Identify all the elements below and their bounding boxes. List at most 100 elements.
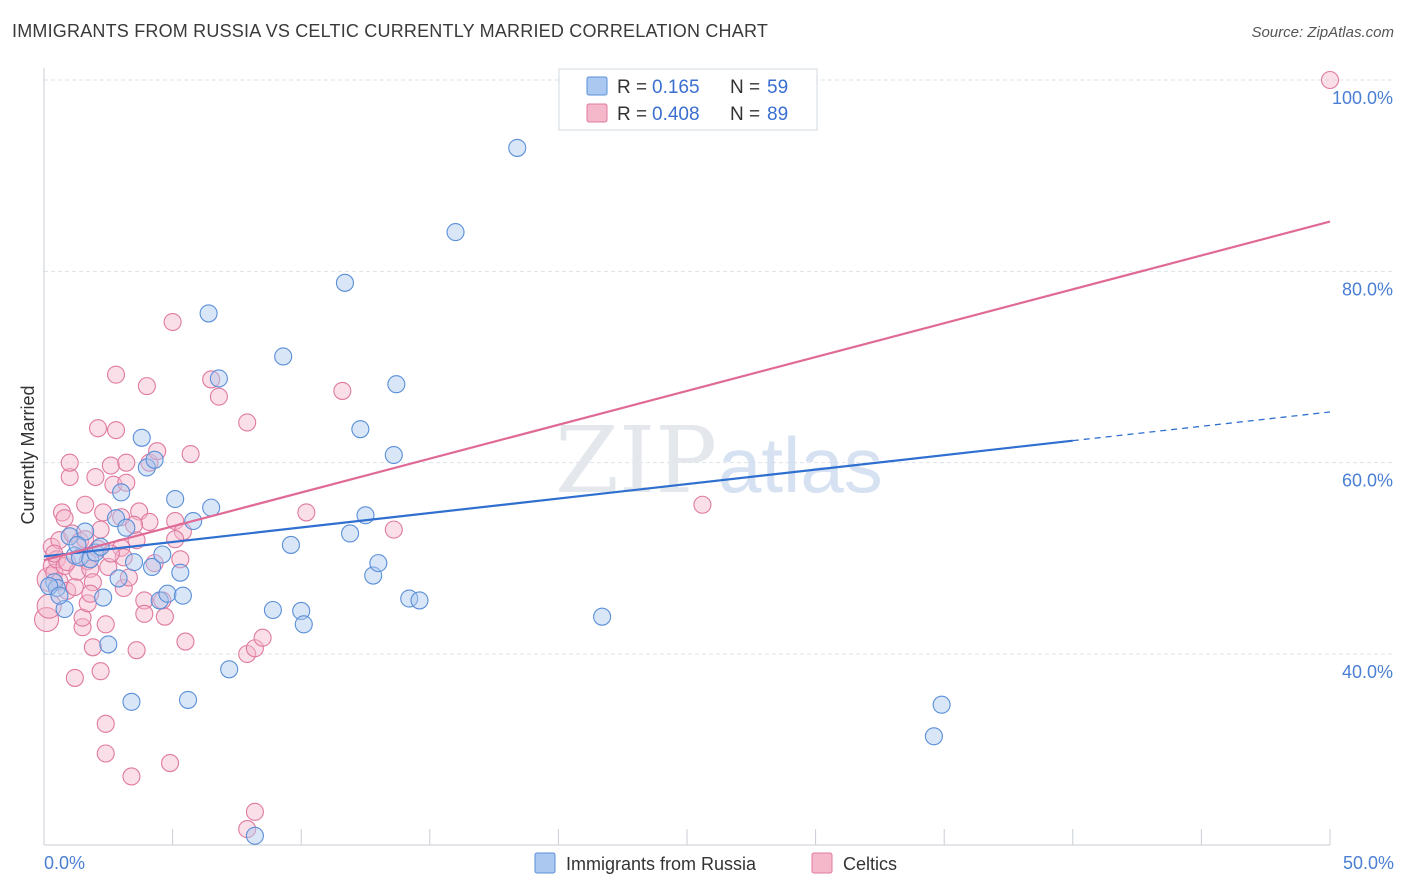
russia-point bbox=[924, 727, 943, 746]
celtics-point bbox=[166, 530, 185, 549]
chart-title: IMMIGRANTS FROM RUSSIA VS CELTIC CURRENT… bbox=[12, 21, 769, 41]
celtics-point bbox=[60, 453, 79, 472]
celtics-trend-line bbox=[43, 220, 1331, 562]
russia-point bbox=[274, 347, 293, 366]
celtics-point bbox=[202, 370, 221, 389]
celtics-point bbox=[65, 668, 84, 687]
russia-point bbox=[178, 690, 198, 709]
celtics-point bbox=[117, 473, 136, 492]
grid-lines bbox=[44, 79, 1394, 655]
celtics-point bbox=[55, 509, 74, 528]
celtics-point bbox=[114, 578, 133, 598]
legend-r-value-1: 0.165 bbox=[652, 77, 700, 98]
russia-point bbox=[410, 591, 429, 610]
russia-point bbox=[109, 569, 128, 588]
celtics-point bbox=[176, 632, 195, 651]
russia-point bbox=[281, 535, 300, 554]
russia-point bbox=[153, 545, 172, 564]
celtics-point bbox=[83, 638, 102, 657]
celtics-point bbox=[163, 312, 182, 332]
legend: R = 0.165 N = 59 R = 0.408 N = 89 bbox=[558, 68, 818, 131]
watermark-zip: ZIP bbox=[555, 407, 717, 514]
russia-point bbox=[158, 584, 177, 603]
celtics-point bbox=[83, 573, 102, 592]
russia-point bbox=[387, 375, 406, 394]
source-text: Source: ZipAtlas.com bbox=[1251, 24, 1394, 41]
legend-n-value-1: 59 bbox=[767, 77, 788, 98]
bottom-legend-swatch-blue bbox=[534, 852, 556, 874]
russia-point bbox=[99, 635, 118, 654]
celtics-point bbox=[73, 608, 92, 627]
celtics-point bbox=[245, 802, 264, 821]
celtics-point bbox=[137, 377, 156, 396]
russia-point bbox=[55, 599, 74, 619]
celtics-point bbox=[135, 591, 154, 610]
russia-point bbox=[117, 518, 136, 537]
russia-point bbox=[150, 591, 169, 610]
legend-r-value-2: 0.408 bbox=[652, 104, 700, 125]
scatter-points bbox=[34, 70, 1340, 845]
celtics-point bbox=[1320, 70, 1340, 90]
legend-swatch-pink bbox=[586, 103, 608, 123]
legend-r-label-1: R = bbox=[617, 77, 647, 98]
y-tick-label: 40.0% bbox=[1342, 662, 1393, 682]
y-tick-label: 60.0% bbox=[1342, 471, 1393, 491]
axes bbox=[43, 68, 1331, 846]
celtics-point bbox=[45, 563, 64, 582]
russia-point bbox=[220, 660, 239, 679]
russia-point bbox=[932, 695, 951, 714]
celtics-point bbox=[99, 557, 118, 576]
celtics-point bbox=[253, 628, 272, 647]
celtics-point bbox=[209, 387, 228, 406]
russia-point bbox=[593, 607, 612, 626]
celtics-point bbox=[96, 615, 115, 634]
russia-point bbox=[209, 369, 228, 388]
trend-lines bbox=[43, 220, 1331, 562]
celtics-point bbox=[122, 767, 141, 786]
russia-point bbox=[341, 524, 360, 543]
russia-trend-line-extension bbox=[1072, 411, 1331, 442]
russia-point bbox=[508, 138, 527, 157]
russia-point bbox=[122, 692, 141, 711]
celtics-point bbox=[86, 467, 105, 487]
russia-point bbox=[173, 586, 192, 605]
celtics-point bbox=[238, 820, 257, 839]
russia-point bbox=[369, 554, 388, 573]
celtics-point bbox=[91, 662, 110, 681]
russia-point bbox=[132, 428, 151, 447]
russia-point bbox=[384, 445, 403, 465]
russia-point bbox=[94, 588, 113, 607]
russia-point bbox=[142, 557, 162, 576]
russia-point bbox=[292, 601, 311, 621]
russia-point bbox=[294, 615, 313, 634]
celtics-point bbox=[96, 744, 115, 763]
celtics-point bbox=[333, 381, 352, 400]
russia-point bbox=[166, 489, 185, 509]
celtics-point bbox=[60, 467, 79, 487]
russia-point bbox=[199, 304, 218, 323]
celtics-point bbox=[106, 365, 126, 384]
y-axis-title: Currently Married bbox=[18, 385, 38, 524]
y-tick-label: 100.0% bbox=[1332, 88, 1393, 108]
russia-point bbox=[137, 458, 156, 477]
russia-point bbox=[263, 600, 282, 620]
russia-trend-line bbox=[43, 439, 1073, 558]
celtics-point bbox=[91, 520, 110, 539]
celtics-point bbox=[160, 754, 180, 773]
russia-point bbox=[446, 223, 465, 242]
russia-point bbox=[171, 563, 190, 582]
celtics-point bbox=[34, 607, 60, 633]
legend-swatch-blue bbox=[586, 76, 608, 96]
celtics-point bbox=[140, 512, 159, 532]
celtics-point bbox=[693, 495, 712, 514]
russia-point bbox=[245, 826, 264, 845]
bottom-legend: Immigrants from Russia Celtics bbox=[534, 852, 897, 874]
x-tick-label-max: 50.0% bbox=[1343, 853, 1394, 873]
legend-n-label-1: N = bbox=[730, 77, 760, 98]
celtics-point bbox=[101, 456, 120, 475]
russia-point bbox=[76, 522, 95, 541]
legend-n-value-2: 89 bbox=[767, 104, 788, 125]
russia-point bbox=[335, 273, 354, 292]
celtics-point bbox=[127, 641, 146, 660]
